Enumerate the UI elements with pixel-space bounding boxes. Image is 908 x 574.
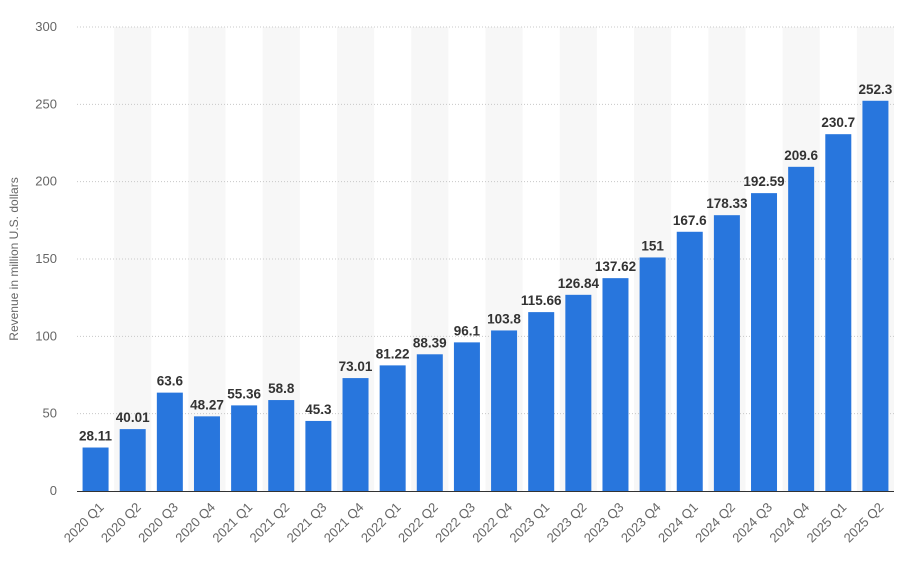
bar[interactable] [713,215,740,492]
gridlines [77,26,894,492]
y-tick-label: 250 [35,96,57,111]
bar[interactable] [453,342,480,491]
y-axis-ticks: 0 50 100 150 200 250 300 [35,19,57,498]
bar-value-label: 81.22 [376,346,410,361]
bar[interactable] [156,392,183,491]
x-tick-label: 2021 Q3 [284,500,330,546]
bar-value-label: 58.8 [268,381,295,396]
bar[interactable] [268,400,295,491]
x-tick-label: 2022 Q3 [432,500,478,546]
x-tick-label: 2023 Q1 [506,500,552,546]
y-axis-title: Revenue in million U.S. dollars [7,177,21,340]
y-tick-label: 100 [35,328,57,343]
column-band [114,27,152,491]
x-tick-label: 2023 Q4 [618,500,664,546]
bar[interactable] [416,354,443,491]
bar-value-label: 48.27 [190,397,224,412]
bar-value-label: 252.3 [859,82,893,97]
x-tick-label: 2024 Q3 [729,500,775,546]
bar[interactable] [193,416,220,491]
x-tick-label: 2020 Q4 [172,500,218,546]
bar[interactable] [342,378,369,491]
x-tick-label: 2024 Q1 [655,500,701,546]
bar[interactable] [231,405,258,491]
bar-value-label: 137.62 [595,259,636,274]
bar[interactable] [602,278,629,491]
x-tick-label: 2022 Q2 [395,500,441,546]
x-tick-label: 2025 Q2 [841,500,887,546]
bar[interactable] [82,447,109,491]
y-tick-label: 150 [35,251,57,266]
bar-value-label: 230.7 [821,115,855,130]
bar-value-label: 167.6 [673,213,707,228]
bar[interactable] [528,312,555,491]
bar[interactable] [119,429,146,491]
bar[interactable] [862,100,889,491]
bar-value-label: 96.1 [454,323,481,338]
x-tick-label: 2020 Q2 [98,500,144,546]
x-tick-label: 2022 Q4 [469,500,515,546]
y-tick-label: 200 [35,174,57,189]
bar[interactable] [751,193,778,491]
x-tick-label: 2021 Q4 [321,500,367,546]
bar[interactable] [565,294,592,491]
x-tick-label: 2020 Q1 [61,500,107,546]
bar[interactable] [825,134,852,491]
bars [82,100,889,492]
bar-value-label: 63.6 [157,374,184,389]
bar-value-label: 55.36 [227,386,261,401]
bar-value-label: 178.33 [706,196,748,211]
x-tick-label: 2024 Q4 [766,500,812,546]
bar-value-label: 126.84 [558,276,600,291]
x-tick-label: 2021 Q1 [209,500,255,546]
bar[interactable] [305,420,332,491]
bar[interactable] [639,257,666,491]
bar-value-label: 28.11 [79,429,113,444]
y-tick-label: 300 [35,19,57,34]
x-tick-label: 2022 Q1 [358,500,404,546]
bar-value-label: 73.01 [339,359,373,374]
x-tick-label: 2025 Q1 [804,500,850,546]
bar[interactable] [676,231,703,491]
bar[interactable] [379,365,406,491]
bar-value-label: 40.01 [116,410,150,425]
y-tick-label: 0 [50,483,57,498]
x-tick-label: 2024 Q2 [692,500,738,546]
bar-value-label: 115.66 [521,293,562,308]
bar-value-label: 151 [641,238,664,253]
x-tick-label: 2023 Q3 [581,500,627,546]
x-tick-label: 2021 Q2 [246,500,292,546]
bar-value-label: 192.59 [743,174,784,189]
bar[interactable] [491,330,518,491]
bar-value-label: 88.39 [413,335,447,350]
x-tick-label: 2023 Q2 [544,500,590,546]
bar-value-label: 103.8 [487,311,521,326]
y-tick-label: 50 [43,406,57,421]
x-tick-label: 2020 Q3 [135,500,181,546]
bar[interactable] [788,166,815,491]
bar-value-label: 209.6 [784,148,818,163]
bar-value-label: 45.3 [305,402,332,417]
